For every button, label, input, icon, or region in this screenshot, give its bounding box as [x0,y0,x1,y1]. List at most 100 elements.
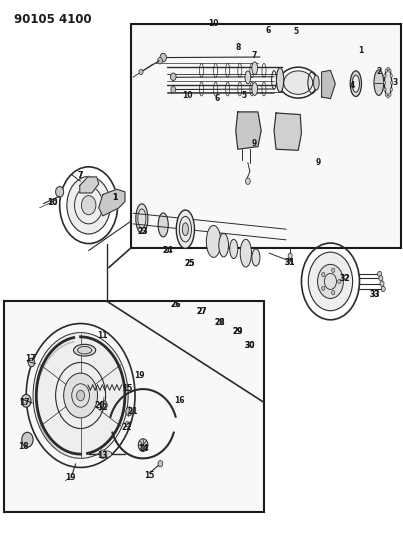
Text: 24: 24 [162,246,172,255]
Polygon shape [80,177,99,193]
Text: 19: 19 [134,372,144,380]
Circle shape [33,333,128,458]
Circle shape [385,93,387,96]
Circle shape [322,286,325,290]
Ellipse shape [206,225,221,257]
Circle shape [100,450,106,458]
Text: 12: 12 [98,403,108,412]
Text: 1: 1 [112,193,118,201]
Circle shape [158,58,162,64]
Ellipse shape [314,75,319,90]
Text: 7: 7 [78,172,83,180]
Text: 7: 7 [251,52,257,60]
Text: 30: 30 [245,341,255,350]
Circle shape [332,290,335,295]
Text: 33: 33 [370,290,380,298]
Circle shape [388,69,391,72]
Circle shape [101,401,107,409]
Circle shape [391,81,393,84]
Circle shape [388,93,391,96]
Circle shape [384,74,386,77]
Circle shape [126,407,132,416]
Text: 21: 21 [128,407,138,416]
Text: 6: 6 [265,27,271,35]
Circle shape [318,264,343,298]
Text: 27: 27 [196,308,207,316]
Circle shape [77,390,85,401]
Ellipse shape [374,70,384,95]
Circle shape [288,253,292,259]
Ellipse shape [136,204,148,233]
Text: 26: 26 [170,301,181,309]
Circle shape [22,432,33,447]
Ellipse shape [158,213,168,237]
Circle shape [390,74,393,77]
Ellipse shape [182,223,189,236]
Bar [4,301,264,512]
Text: 4: 4 [350,81,355,90]
Circle shape [384,88,386,91]
Text: 1: 1 [112,193,118,201]
Text: 24: 24 [162,246,172,255]
Text: 27: 27 [196,308,207,316]
Text: 10: 10 [47,198,58,207]
Text: 10: 10 [182,92,193,100]
Circle shape [170,73,176,80]
Circle shape [379,276,383,281]
Text: 15: 15 [144,471,154,480]
Text: 14: 14 [138,445,148,453]
Ellipse shape [276,68,284,92]
Text: 7: 7 [78,172,83,180]
Text: 30: 30 [245,341,255,350]
Text: 17: 17 [19,398,29,407]
Circle shape [28,358,35,367]
Ellipse shape [102,451,112,457]
Circle shape [378,271,382,277]
Circle shape [125,422,129,427]
Text: 16: 16 [174,397,185,405]
Text: 3: 3 [392,78,398,87]
Text: 1: 1 [358,46,364,55]
Ellipse shape [352,75,359,92]
Circle shape [56,187,64,197]
Text: 33: 33 [370,290,380,298]
Text: 17: 17 [25,354,35,362]
Circle shape [332,268,335,272]
Text: 32: 32 [339,274,350,282]
Circle shape [338,279,341,284]
Text: 28: 28 [214,318,225,327]
Circle shape [387,67,389,70]
Bar [131,24,401,248]
Ellipse shape [384,69,392,96]
Text: 5: 5 [241,92,246,100]
Text: 23: 23 [138,228,148,236]
Text: 10: 10 [208,20,219,28]
Text: 28: 28 [214,318,225,327]
Circle shape [160,53,166,62]
Circle shape [64,373,98,418]
Ellipse shape [284,71,313,94]
Text: 9: 9 [251,140,257,148]
Text: 8: 8 [235,44,241,52]
Text: 32: 32 [339,274,350,282]
Ellipse shape [240,239,251,267]
Text: 2: 2 [376,68,382,76]
Circle shape [322,272,325,277]
Text: 29: 29 [233,327,243,336]
Circle shape [138,439,148,451]
Polygon shape [236,112,261,149]
Text: 31: 31 [285,258,295,266]
Polygon shape [99,189,125,216]
Circle shape [380,281,384,286]
Ellipse shape [252,249,260,266]
Text: 19: 19 [65,473,76,481]
Text: 29: 29 [233,327,243,336]
Ellipse shape [74,344,96,356]
Circle shape [383,81,386,84]
Text: 25: 25 [184,260,195,268]
Circle shape [21,394,31,407]
Circle shape [158,461,163,467]
Circle shape [139,69,143,75]
Text: 90105 4100: 90105 4100 [14,13,92,26]
Ellipse shape [177,210,194,248]
